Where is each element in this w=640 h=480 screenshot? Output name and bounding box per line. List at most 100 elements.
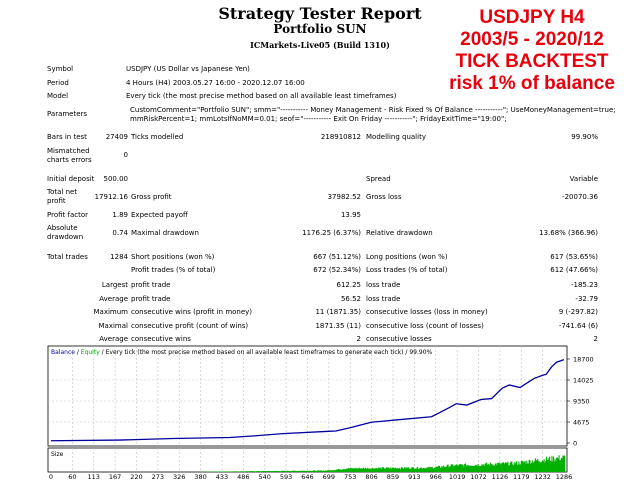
size-bar — [272, 471, 274, 472]
size-bar — [460, 464, 462, 472]
size-bar — [419, 468, 421, 472]
overlay-line: 2003/5 - 2020/12 — [460, 29, 604, 50]
size-bar — [289, 471, 291, 472]
size-bar — [424, 467, 426, 472]
value: 11 (1871.35) — [315, 308, 361, 316]
size-bar — [390, 467, 392, 472]
size-bar — [401, 466, 403, 472]
size-bar — [453, 466, 455, 472]
size-bar — [300, 470, 302, 472]
size-bar — [481, 464, 483, 472]
size-bar — [382, 467, 384, 472]
size-bar — [287, 470, 289, 472]
size-bar — [324, 470, 326, 472]
size-bar — [323, 470, 325, 472]
x-tick-label: 699 — [323, 473, 335, 480]
size-bar — [303, 470, 305, 472]
label: Period — [47, 79, 69, 87]
size-bar — [360, 468, 362, 472]
size-bar — [412, 467, 414, 472]
size-bar — [506, 462, 508, 472]
size-bar — [518, 461, 520, 472]
size-bar — [545, 461, 547, 472]
size-bar — [293, 470, 295, 472]
size-bar — [224, 471, 226, 472]
size-bar — [417, 468, 419, 472]
size-bar — [399, 468, 401, 472]
size-bar — [479, 465, 481, 472]
size-bar — [394, 467, 396, 472]
size-bar — [413, 468, 415, 472]
size-bar — [266, 471, 268, 472]
report-title: Strategy Tester Report — [218, 4, 422, 23]
size-bar — [246, 471, 249, 472]
size-bar — [352, 467, 354, 472]
size-bar — [552, 456, 555, 472]
size-bar — [449, 466, 452, 472]
size-bar — [532, 463, 534, 472]
row-prefix: Maximum — [93, 308, 129, 316]
size-bar — [362, 467, 364, 472]
size-bar — [259, 471, 261, 472]
size-bar — [442, 467, 444, 472]
size-bar — [258, 471, 260, 472]
size-bar — [547, 459, 549, 472]
size-bar — [342, 469, 344, 472]
size-bar — [394, 468, 396, 472]
size-bar — [519, 464, 521, 472]
size-bar — [528, 459, 530, 472]
size-bar — [228, 471, 230, 472]
value: 617 (53.65%) — [550, 253, 598, 261]
size-bar — [444, 466, 446, 472]
size-bar — [495, 463, 497, 472]
size-bar — [340, 469, 342, 472]
size-bar — [549, 456, 551, 472]
value: -741.64 (6) — [558, 321, 598, 330]
size-bar — [253, 471, 256, 472]
size-bar — [261, 470, 263, 472]
size-bar — [505, 462, 507, 472]
size-bar — [499, 464, 501, 472]
size-bar — [459, 464, 461, 472]
size-bar — [274, 470, 276, 472]
size-bar — [387, 467, 389, 472]
label: profit trade — [131, 294, 171, 303]
size-bar — [496, 465, 498, 472]
size-bar — [522, 460, 524, 472]
size-bar — [482, 465, 484, 472]
size-bar — [276, 471, 278, 472]
size-bar — [244, 471, 246, 472]
label: Bars in test — [47, 133, 87, 141]
x-tick-label: 273 — [152, 473, 164, 480]
size-bar — [520, 460, 522, 472]
size-bar — [279, 471, 281, 472]
size-bar — [524, 461, 526, 472]
size-bar — [441, 466, 443, 472]
size-bar — [410, 468, 412, 472]
size-bar — [504, 464, 506, 472]
size-bar — [305, 471, 308, 472]
size-bar — [426, 467, 428, 472]
size-bar — [448, 467, 450, 472]
size-bar — [393, 467, 395, 472]
size-bar — [519, 464, 522, 472]
size-bar — [540, 462, 542, 472]
size-bar — [306, 470, 308, 472]
size-bar — [423, 467, 425, 472]
size-bar — [234, 471, 236, 472]
value: 1176.25 (6.37%) — [302, 229, 361, 237]
size-bar — [381, 467, 383, 472]
size-bar — [561, 458, 563, 472]
size-bar — [433, 468, 435, 472]
size-bar — [308, 471, 310, 472]
size-bar — [427, 467, 429, 472]
size-bar — [416, 468, 418, 472]
size-bar — [283, 470, 285, 472]
size-bar — [304, 470, 306, 472]
size-bar — [235, 471, 237, 472]
size-bar — [328, 470, 330, 472]
value: -20070.36 — [562, 193, 598, 201]
y-tick-label: 9350 — [573, 398, 590, 406]
label: Symbol — [47, 65, 74, 73]
size-bar — [385, 468, 387, 472]
